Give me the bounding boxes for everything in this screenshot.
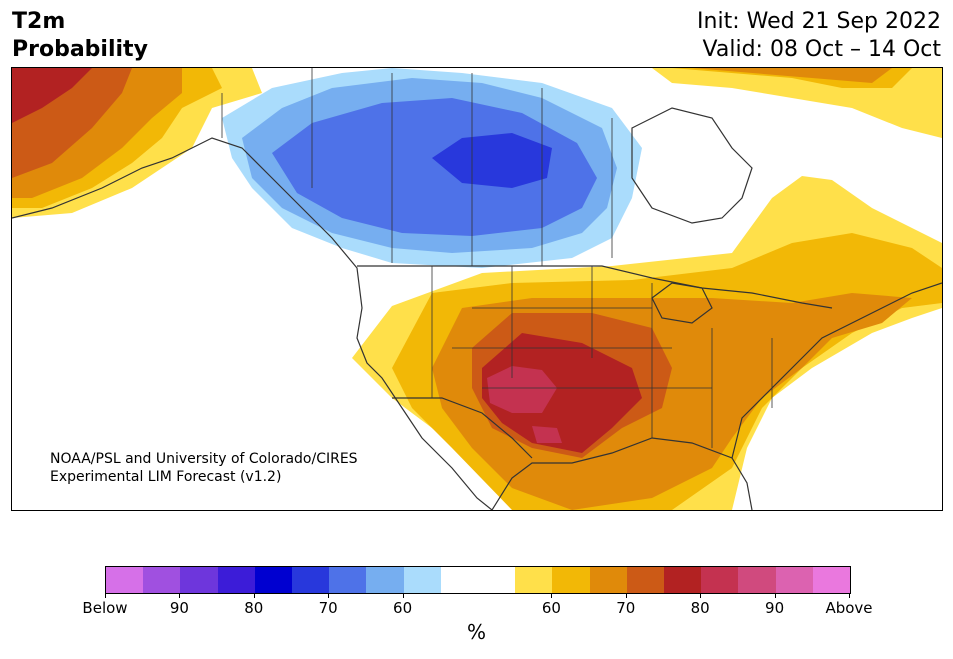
color-scale-tick-label: 70 [318,599,338,617]
us-canada-border [357,265,833,309]
color-scale-swatch [478,567,516,593]
warm-core-region-2 [532,426,562,443]
color-scale-tickmark [179,593,181,598]
color-scale-swatch [589,567,627,593]
color-scale-tickmark [328,593,330,598]
color-scale-tick-label: 80 [244,599,264,617]
color-scale-swatch [366,567,404,593]
color-scale-swatch [143,567,181,593]
color-scale-swatch [626,567,665,593]
color-scale-tickmark [625,593,627,598]
us-mexico-border [392,397,533,459]
color-scale-tickmark [253,593,255,598]
map-credit: NOAA/PSL and University of Colorado/CIRE… [50,450,358,486]
color-scale-swatch [329,567,367,593]
color-scale-tickmark [551,593,553,598]
color-scale-unit: % [467,620,487,644]
coastline-east [731,282,942,459]
color-scale-swatch [552,567,590,593]
province-lines [221,68,613,266]
great-lakes [651,282,713,324]
color-scale-tickmark [849,593,850,598]
color-scale-swatch [106,567,144,593]
forecast-dates: Init: Wed 21 Sep 2022 Valid: 08 Oct – 14… [697,8,941,64]
map-panel: NOAA/PSL and University of Colorado/CIRE… [11,67,943,511]
color-scale-swatch [292,567,330,593]
color-scale-swatch [254,567,293,593]
warm-core-regions [487,366,562,443]
title-line-2: Probability [12,37,148,62]
hudson-bay [631,107,753,224]
title-line-1: T2m [12,9,66,34]
color-scale-swatch [440,567,479,593]
color-scale-tickmark [402,593,404,598]
credit-line-1: NOAA/PSL and University of Colorado/CIRE… [50,451,358,467]
color-scale-tick-label: Above [825,599,873,617]
warm-core-region [487,366,557,413]
coastline-gulf [491,437,753,510]
warm-orange-greenland [692,68,892,83]
color-scale-tickmark [105,593,106,598]
color-scale-swatch [701,567,739,593]
warm-red-alaska [12,68,92,123]
state-lines-1 [431,266,773,448]
init-date: Init: Wed 21 Sep 2022 [697,9,941,34]
color-scale-tick-label: 70 [616,599,636,617]
valid-date: Valid: 08 Oct – 14 Oct [702,37,941,62]
color-scale-swatch [812,567,851,593]
color-scale-tick-label: 60 [393,599,413,617]
warm-red-region [482,333,642,453]
color-scale-swatch [738,567,776,593]
color-scale-swatch [775,567,813,593]
map-title: T2m Probability [12,8,148,64]
color-scale-swatch [664,567,702,593]
color-scale-swatch [403,567,441,593]
cold-anomaly-regions [222,68,642,268]
warm-red-regions [12,68,642,453]
color-scale-tick-label: Below [82,599,128,617]
color-scale-tick-label: 90 [169,599,189,617]
color-scale-tickmark [700,593,702,598]
credit-line-2: Experimental LIM Forecast (v1.2) [50,469,282,485]
color-scale-bar [105,566,851,594]
cold-core-region [432,133,552,188]
color-scale-tick-label: 80 [690,599,710,617]
color-scale-tick-label: 60 [541,599,561,617]
color-scale-tickmark [774,593,776,598]
color-scale-swatch [515,567,553,593]
coastline-west [12,137,493,510]
color-scale-tick-label: 90 [765,599,785,617]
color-scale-swatch [217,567,255,593]
cold-strong-region [272,98,597,236]
map-boundaries [12,68,942,510]
probability-map [12,68,942,510]
color-scale-swatch [180,567,218,593]
